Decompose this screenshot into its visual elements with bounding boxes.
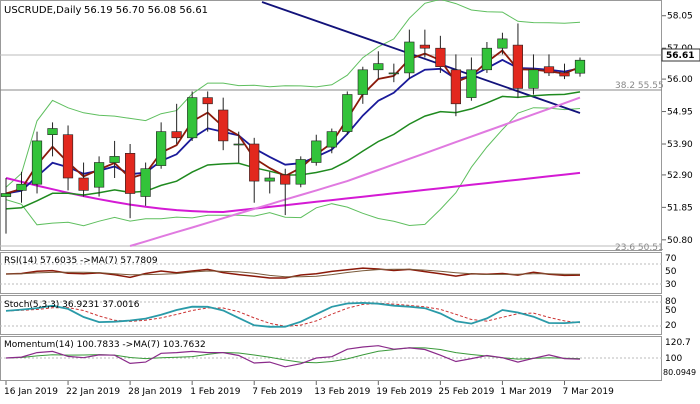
bull-candle xyxy=(388,72,399,75)
price-tick-label: 53.90 xyxy=(667,140,693,150)
bull-candle xyxy=(311,140,322,163)
bear-candle xyxy=(512,44,523,89)
bull-candle xyxy=(357,69,368,95)
bear-candle xyxy=(202,97,213,105)
bear-candle xyxy=(435,47,446,68)
stoch-scale-20: 20 xyxy=(665,321,677,331)
bear-candle xyxy=(218,109,229,142)
date-tick-label: 1 Mar 2019 xyxy=(500,387,552,397)
stoch-main-line xyxy=(5,301,581,328)
bear-candle xyxy=(280,174,291,185)
ma-green-line xyxy=(5,91,581,210)
price-tick-label: 52.90 xyxy=(667,171,693,181)
main-panel-frame xyxy=(0,0,662,251)
date-tick-label: 28 Jan 2019 xyxy=(128,387,182,397)
bull-candle xyxy=(373,63,384,71)
price-tick-label: 56.00 xyxy=(667,75,693,85)
date-tick-label: 19 Feb 2019 xyxy=(376,387,432,397)
date-tick-label: 7 Mar 2019 xyxy=(563,387,615,397)
bull-candle xyxy=(140,168,151,197)
bear-candle xyxy=(78,177,89,191)
stoch-signal-line xyxy=(5,302,581,327)
bear-candle xyxy=(543,66,555,74)
bull-candle xyxy=(497,38,508,49)
bull-candle xyxy=(233,143,244,146)
ma-magenta-line xyxy=(5,171,581,214)
bollinger-lower-band xyxy=(5,107,581,227)
momentum-scale-top: 120.7 xyxy=(665,338,691,348)
bull-candle xyxy=(187,97,198,139)
bull-candle xyxy=(404,41,415,74)
fib-382-label: 38.2 55.55 xyxy=(615,81,664,91)
bull-candle xyxy=(342,94,353,132)
date-tick-label: 13 Feb 2019 xyxy=(314,387,370,397)
bull-candle xyxy=(326,131,337,148)
bull-candle xyxy=(481,47,493,71)
price-tick-label: 58.05 xyxy=(667,12,693,22)
momentum-scale-bottom: 80.0949 xyxy=(663,368,696,377)
bear-candle xyxy=(171,131,182,139)
bear-candle xyxy=(62,134,74,179)
stoch-label: Stoch(5,3,3) 36.9231 37.0016 xyxy=(4,300,140,310)
momentum-label: Momentum(14) 100.7833 ->MA(7) 103.7632 xyxy=(4,340,206,350)
bear-candle xyxy=(450,69,462,105)
bull-candle xyxy=(0,193,12,197)
price-tick-label: 54.95 xyxy=(667,108,693,118)
rsi-scale-50: 50 xyxy=(665,267,677,277)
price-tick-label: 51.85 xyxy=(667,203,693,213)
momentum-panel-frame xyxy=(0,336,662,381)
date-tick-label: 22 Jan 2019 xyxy=(66,387,120,397)
momentum-scale-100: 100 xyxy=(665,354,682,364)
stoch-scale-50: 50 xyxy=(665,306,677,316)
rsi-label: RSI(14) 57.6035 ->MA(7) 57.7809 xyxy=(4,256,158,266)
symbol-title: USCRUDE,Daily xyxy=(4,5,81,16)
ohlc-readout: 56.19 56.70 56.08 56.61 xyxy=(84,5,208,16)
date-tick-label: 7 Feb 2019 xyxy=(252,387,303,397)
date-tick-label: 25 Feb 2019 xyxy=(438,387,494,397)
date-tick-label: 1 Feb 2019 xyxy=(190,387,241,397)
bollinger-upper-band xyxy=(5,0,581,188)
bull-candle xyxy=(264,177,275,182)
rsi-scale-30: 30 xyxy=(665,280,677,290)
stoch-scale-80: 80 xyxy=(665,297,677,307)
bull-candle xyxy=(295,159,306,185)
bear-candle xyxy=(249,143,260,182)
date-tick-label: 16 Jan 2019 xyxy=(4,387,58,397)
bull-candle xyxy=(156,131,167,166)
rsi-scale-70: 70 xyxy=(665,254,677,264)
bear-candle xyxy=(125,153,136,194)
current-price-label: 56.61 xyxy=(666,51,694,61)
bull-candle xyxy=(109,156,120,163)
candlestick-series xyxy=(0,23,586,234)
bull-candle xyxy=(94,162,105,188)
bear-candle xyxy=(419,44,431,49)
rsi-ma-line xyxy=(5,268,580,278)
date-axis: 16 Jan 2019 22 Jan 2019 28 Jan 2019 1 Feb 2… xyxy=(4,381,614,397)
momentum-line xyxy=(5,345,581,368)
ma-violet-line xyxy=(129,96,581,247)
bull-candle xyxy=(16,183,27,191)
current-price-marker xyxy=(661,48,700,62)
bull-candle xyxy=(47,128,58,135)
fib-236-label: 23.6 50.51 xyxy=(615,243,664,253)
bull-candle xyxy=(528,69,539,89)
downtrend-line xyxy=(261,1,581,114)
price-tick-label: 50.80 xyxy=(667,236,693,246)
bear-candle xyxy=(559,72,570,77)
bull-candle xyxy=(31,140,43,185)
bull-candle xyxy=(574,59,586,74)
bull-candle xyxy=(466,69,477,98)
